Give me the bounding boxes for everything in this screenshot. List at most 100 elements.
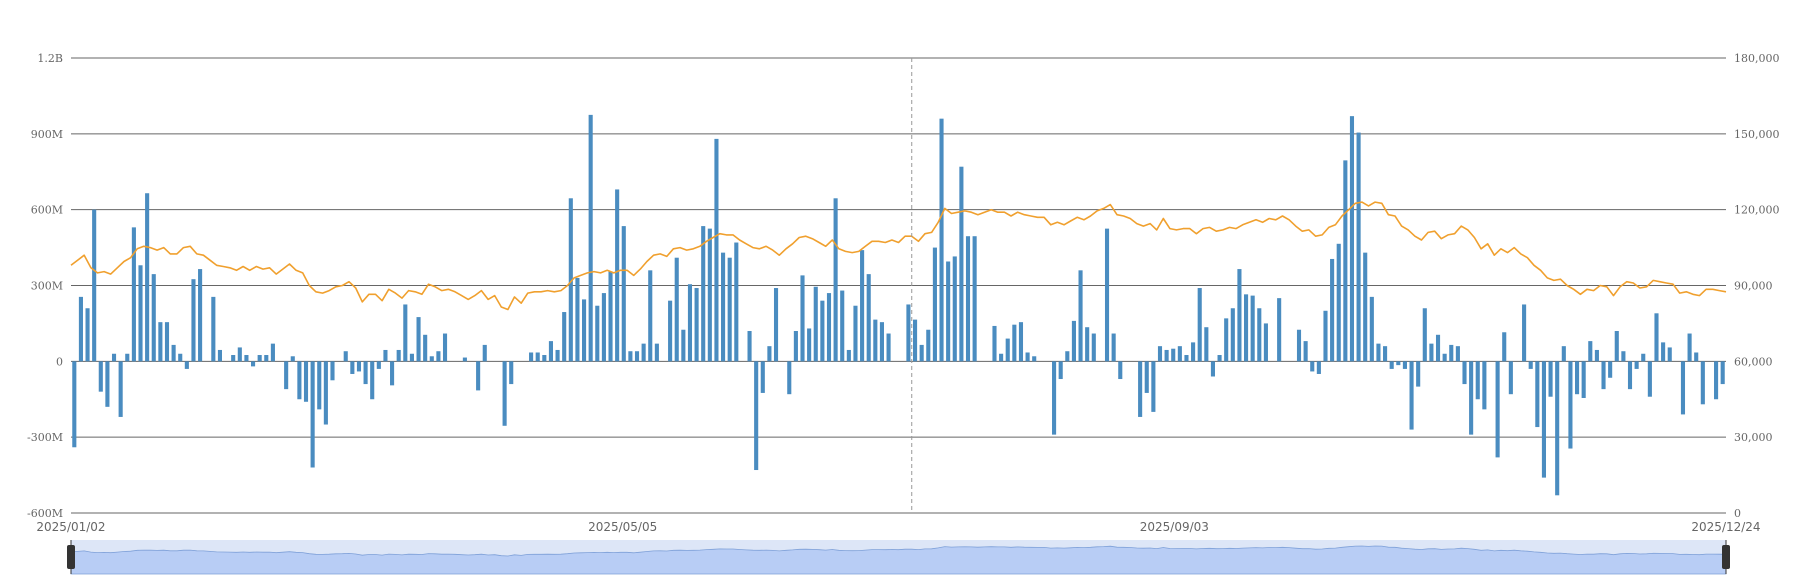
bar (555, 349, 560, 362)
bar (886, 333, 891, 362)
bar (1164, 349, 1169, 362)
bar (257, 355, 262, 362)
bar (237, 347, 242, 362)
bar (1052, 361, 1057, 435)
bar (396, 349, 401, 362)
bar (509, 361, 514, 385)
bar (1422, 308, 1427, 362)
bar (615, 189, 620, 362)
bar (1455, 346, 1460, 362)
y-right-tick-label: 120,000 (1734, 204, 1780, 217)
bar (529, 352, 534, 362)
bar (1210, 361, 1216, 377)
bar (840, 290, 845, 362)
bar (1435, 334, 1441, 362)
bar (1627, 361, 1633, 390)
bar (1389, 361, 1394, 369)
bar (1396, 361, 1401, 366)
bar (912, 319, 918, 362)
bar (535, 352, 540, 362)
bar (423, 334, 428, 362)
y-left-tick-label: 1.2B (37, 52, 63, 65)
bar (1191, 342, 1196, 362)
bar (390, 361, 395, 386)
bar (1310, 361, 1315, 372)
right-axis: 180,000 150,000 120,000 90,000 60,000 30,000 0 (1734, 52, 1780, 520)
bar (1065, 351, 1070, 362)
bar (403, 304, 408, 362)
bar (754, 361, 759, 471)
bar (1522, 304, 1527, 362)
bar (1700, 361, 1705, 405)
bar (1462, 361, 1467, 385)
bar (588, 114, 593, 362)
bar (383, 349, 388, 362)
bar (932, 247, 937, 362)
bar (1336, 243, 1341, 362)
bar (1343, 160, 1348, 362)
y-right-tick-label: 0 (1734, 507, 1741, 520)
bar (939, 118, 944, 362)
bar (72, 361, 77, 448)
bar (1541, 361, 1547, 478)
bar (178, 353, 183, 362)
bar (965, 236, 971, 362)
bar (787, 361, 792, 395)
bar (1085, 327, 1090, 362)
bar (1535, 361, 1540, 428)
bar (1349, 116, 1355, 362)
bar (462, 357, 467, 362)
grid-lines (71, 57, 1726, 514)
bar (184, 361, 189, 369)
bar (1157, 346, 1163, 362)
bar (1442, 353, 1447, 362)
bar (125, 353, 130, 362)
zoom-slider[interactable] (67, 540, 1730, 575)
bar (919, 344, 924, 362)
bar (1654, 313, 1659, 362)
bar (972, 236, 977, 362)
x-tick-label: 2025/09/03 (1140, 520, 1209, 534)
bar (1303, 341, 1308, 362)
bar (297, 361, 302, 400)
bar (628, 351, 633, 362)
bar (1091, 333, 1096, 362)
bar (826, 293, 832, 362)
bar (303, 361, 309, 402)
bar (820, 300, 825, 362)
bar (568, 198, 573, 362)
bar (310, 361, 315, 468)
y-left-tick-label: -600M (27, 507, 63, 520)
bar (1667, 347, 1672, 362)
bar (634, 351, 640, 362)
bar (1217, 355, 1222, 362)
bar (1177, 346, 1182, 362)
bar (1528, 361, 1533, 369)
bar (1409, 361, 1414, 430)
bar (1502, 332, 1507, 362)
bar (952, 256, 957, 362)
bar (959, 166, 964, 362)
bar (416, 317, 421, 362)
bar (1018, 322, 1024, 362)
bar (1012, 324, 1017, 362)
bar (562, 312, 567, 362)
bar (1594, 349, 1599, 362)
y-left-tick-label: 0 (56, 355, 63, 368)
bar (1548, 361, 1553, 397)
bar (767, 346, 772, 362)
bar (721, 252, 726, 362)
bar-series (72, 114, 1725, 496)
bar (853, 305, 858, 362)
bar (442, 333, 448, 362)
bar (714, 138, 719, 362)
y-right-tick-label: 90,000 (1734, 280, 1773, 293)
bar (1687, 333, 1692, 362)
bar (1495, 361, 1500, 458)
bar (687, 284, 693, 362)
bar (482, 344, 487, 362)
bar (999, 353, 1004, 362)
bar (793, 331, 798, 362)
y-left-tick-label: 900M (31, 128, 63, 141)
